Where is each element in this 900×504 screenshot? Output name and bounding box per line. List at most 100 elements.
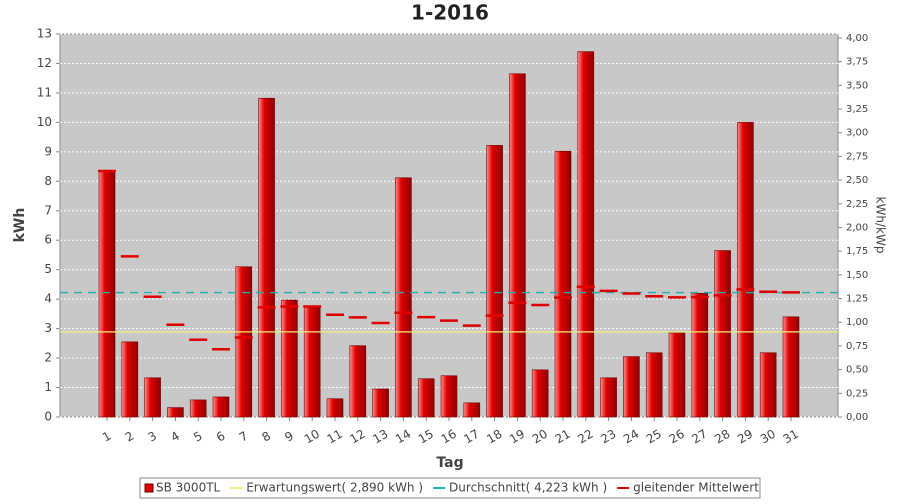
x-tick-label: 18 xyxy=(484,427,504,447)
bar xyxy=(212,396,230,418)
y-tick-label: 5 xyxy=(44,262,52,276)
y-tick-label: 12 xyxy=(37,56,52,70)
y2-tick-label: 1,25 xyxy=(846,294,868,305)
bar xyxy=(281,299,298,418)
x-axis-label: Tag xyxy=(436,455,463,471)
bar xyxy=(417,378,435,418)
bar xyxy=(372,388,389,418)
y2-tick-label: 2,50 xyxy=(846,175,868,186)
y-tick-label: 9 xyxy=(44,144,52,158)
bar xyxy=(509,73,526,418)
x-tick-label: 31 xyxy=(781,427,801,447)
y2-tick-label: 3,00 xyxy=(846,128,868,139)
y-tick-label: 4 xyxy=(44,292,52,306)
x-tick-label: 24 xyxy=(621,427,641,447)
y-tick-label: 8 xyxy=(44,174,52,188)
y2-tick-label: 0,25 xyxy=(846,388,868,399)
bar xyxy=(189,399,207,418)
y2-tick-label: 3,25 xyxy=(846,104,868,115)
plot-area xyxy=(59,33,839,418)
x-tick-label: 27 xyxy=(689,427,709,447)
y2-tick-label: 1,00 xyxy=(846,317,868,328)
x-tick-label: 26 xyxy=(667,427,687,447)
bar xyxy=(737,122,754,418)
y-tick-label: 11 xyxy=(37,85,52,99)
bar xyxy=(759,352,777,418)
bar xyxy=(668,332,686,418)
bar xyxy=(167,407,184,418)
x-tick-label: 1 xyxy=(100,429,114,445)
y-tick-label: 2 xyxy=(44,351,52,365)
y-tick-label: 0 xyxy=(44,410,52,424)
y2-tick-label: 0,50 xyxy=(846,365,868,376)
bar xyxy=(691,292,709,418)
bar xyxy=(714,250,731,418)
y-tick-label: 3 xyxy=(44,321,52,335)
x-tick-label: 9 xyxy=(282,429,296,445)
bar xyxy=(121,341,139,418)
y2-tick-label: 1,50 xyxy=(846,270,868,281)
bar xyxy=(98,170,116,418)
bar xyxy=(395,177,412,418)
x-tick-label: 15 xyxy=(416,427,436,447)
x-tick-label: 2 xyxy=(123,429,137,445)
y2-axis-label: kWh/kWp xyxy=(874,197,888,254)
y2-tick-label: 1,75 xyxy=(846,246,868,257)
bar xyxy=(577,51,595,418)
y-tick-label: 6 xyxy=(44,233,52,247)
x-tick-label: 6 xyxy=(214,429,228,445)
y-tick-label: 13 xyxy=(37,27,52,41)
bar xyxy=(326,398,344,418)
y2-tick-label: 0,75 xyxy=(846,341,868,352)
x-tick-label: 23 xyxy=(598,427,618,447)
bar xyxy=(349,345,367,418)
bar xyxy=(486,145,503,418)
y2-tick-label: 4,00 xyxy=(846,33,868,44)
x-tick-label: 28 xyxy=(712,427,732,447)
bar xyxy=(531,369,549,418)
legend-label: gleitender Mittelwert xyxy=(633,481,759,495)
y-tick-label: 7 xyxy=(44,203,52,217)
bar xyxy=(554,150,572,418)
y2-tick-label: 2,00 xyxy=(846,222,868,233)
x-tick-label: 20 xyxy=(530,427,550,447)
y2-tick-label: 3,75 xyxy=(846,57,868,68)
x-tick-label: 21 xyxy=(553,427,573,447)
bar xyxy=(235,266,253,418)
x-tick-label: 7 xyxy=(237,429,251,445)
bar xyxy=(645,352,663,418)
x-tick-label: 22 xyxy=(575,427,595,447)
bar xyxy=(303,305,321,418)
x-tick-label: 11 xyxy=(325,427,345,447)
legend-label: Erwartungswert( 2,890 kWh ) xyxy=(246,481,423,495)
y-axis-label: kWh xyxy=(12,208,28,243)
legend xyxy=(139,477,761,499)
chart-title: 1-2016 xyxy=(411,1,489,25)
x-tick-label: 12 xyxy=(347,427,367,447)
bar xyxy=(440,375,458,418)
x-tick-label: 5 xyxy=(191,429,205,445)
legend-label: SB 3000TL xyxy=(156,481,221,495)
bar xyxy=(258,97,275,418)
x-tick-label: 25 xyxy=(644,427,664,447)
legend-label: Durchschnitt( 4,223 kWh ) xyxy=(449,481,607,495)
y-tick-label: 1 xyxy=(44,380,52,394)
x-tick-label: 8 xyxy=(260,429,274,445)
x-tick-label: 10 xyxy=(302,427,322,447)
x-tick-label: 19 xyxy=(507,427,527,447)
x-tick-label: 13 xyxy=(370,427,390,447)
x-tick-label: 29 xyxy=(735,427,755,447)
y2-tick-label: 2,25 xyxy=(846,199,868,210)
y2-tick-label: 0,00 xyxy=(846,412,868,423)
x-tick-label: 3 xyxy=(146,429,160,445)
bar xyxy=(782,316,800,418)
bar xyxy=(623,356,640,418)
x-tick-label: 16 xyxy=(439,427,459,447)
y-tick-label: 10 xyxy=(37,115,52,129)
x-tick-label: 14 xyxy=(393,427,413,447)
y2-tick-label: 2,75 xyxy=(846,151,868,162)
bar xyxy=(144,377,161,418)
x-tick-label: 17 xyxy=(461,427,481,447)
bar xyxy=(600,377,617,418)
